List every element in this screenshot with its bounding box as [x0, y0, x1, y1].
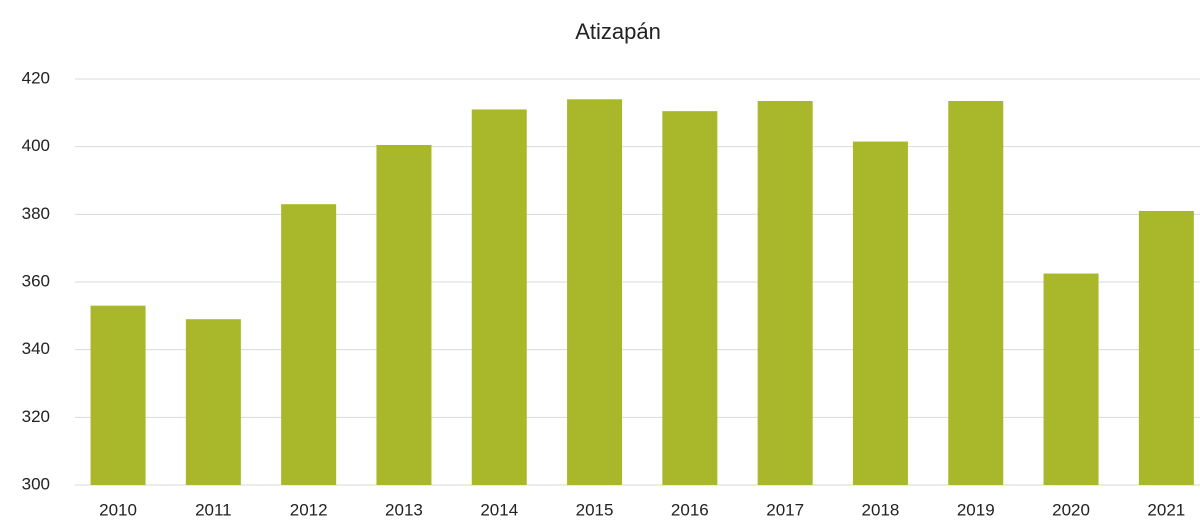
- bar: [376, 144, 432, 485]
- x-tick-label: 2019: [957, 500, 995, 519]
- x-tick-label: 2010: [99, 500, 137, 519]
- chart-title: Atizapán: [575, 19, 661, 44]
- y-tick-label: 340: [22, 339, 50, 358]
- bar: [948, 100, 1004, 485]
- y-tick-label: 420: [22, 68, 50, 87]
- x-tick-label: 2011: [195, 500, 232, 519]
- x-tick-label: 2015: [576, 500, 614, 519]
- bar: [757, 100, 813, 485]
- bar: [471, 109, 527, 485]
- x-tick-label: 2014: [480, 500, 518, 519]
- y-tick-label: 360: [22, 271, 50, 290]
- x-tick-label: 2013: [385, 500, 423, 519]
- bar: [852, 141, 908, 485]
- bar: [1138, 210, 1194, 485]
- bar: [90, 305, 146, 485]
- bar: [1043, 273, 1099, 485]
- y-tick-label: 320: [22, 407, 50, 426]
- x-tick-label: 2018: [862, 500, 900, 519]
- x-tick-label: 2016: [671, 500, 709, 519]
- y-tick-label: 380: [22, 204, 50, 223]
- bar: [281, 204, 337, 485]
- x-tick-label: 2012: [290, 500, 328, 519]
- x-tick-label: 2021: [1147, 500, 1185, 519]
- x-tick-label: 2017: [766, 500, 804, 519]
- bar: [185, 319, 241, 485]
- y-tick-label: 400: [22, 136, 50, 155]
- y-tick-label: 300: [22, 474, 50, 493]
- bar: [662, 111, 718, 486]
- x-tick-label: 2020: [1052, 500, 1090, 519]
- bar: [567, 99, 623, 486]
